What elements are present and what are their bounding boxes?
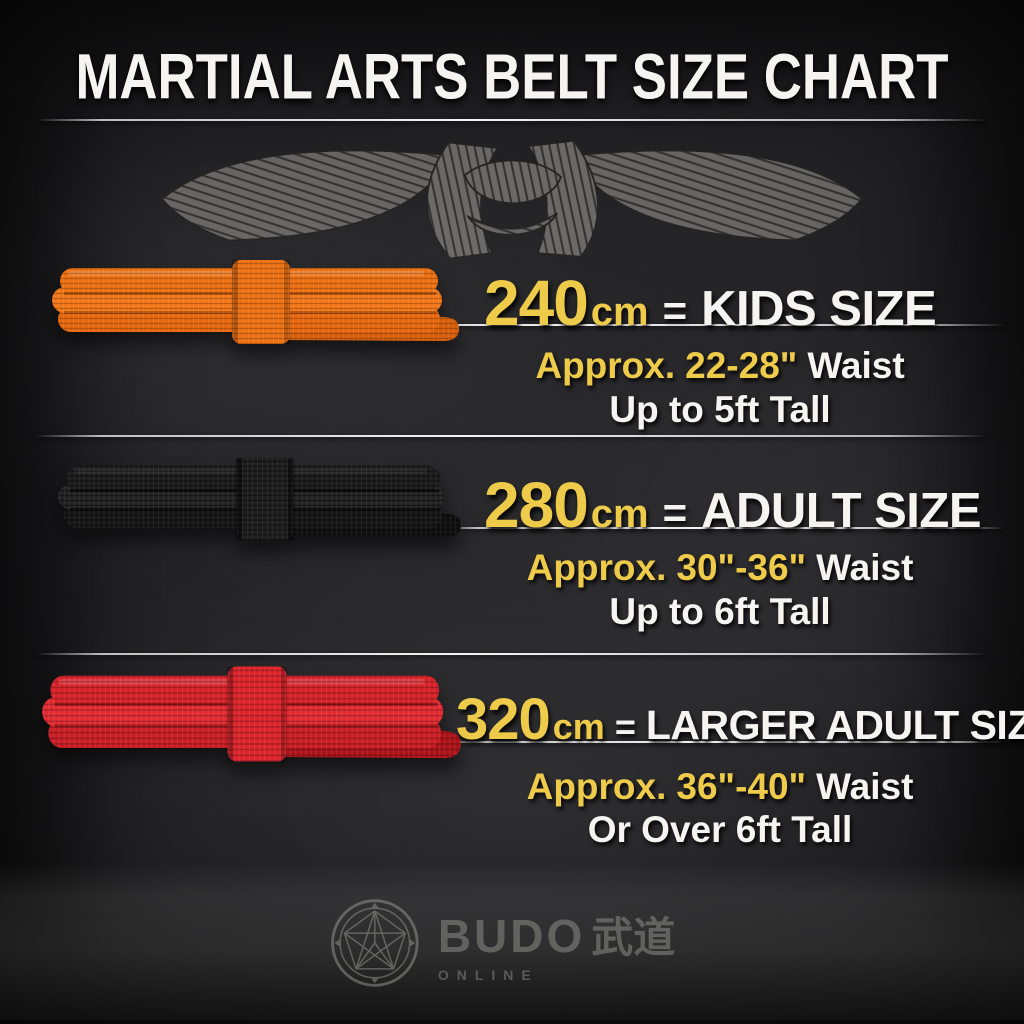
red-belt-image bbox=[42, 666, 461, 762]
approx-label: Approx. bbox=[526, 766, 667, 807]
approx-label: Approx. bbox=[535, 345, 676, 386]
adult-waist-range: 30"-36" bbox=[676, 547, 807, 588]
adult-height-note: Up to 6ft Tall bbox=[609, 591, 831, 632]
larger-adult-length-unit: cm bbox=[552, 706, 605, 747]
waist-word: Waist bbox=[816, 766, 914, 807]
waist-word: Waist bbox=[816, 547, 914, 588]
adult-length-unit: cm bbox=[590, 492, 649, 536]
kids-length: 240 cm bbox=[484, 266, 649, 340]
adult-length-value: 280 bbox=[484, 469, 589, 541]
section-divider-2 bbox=[36, 653, 986, 655]
adult-waist-note: Approx. 30"-36" Waist bbox=[430, 547, 1010, 589]
adult-length: 280 cm bbox=[484, 468, 649, 542]
kids-size-heading: 240 cm = KIDS SIZE bbox=[484, 266, 937, 340]
kids-waist-range: 22-28" bbox=[685, 345, 798, 386]
larger-adult-waist-range: 36"-40" bbox=[676, 766, 807, 807]
brand-kanji: 武道 bbox=[591, 913, 676, 961]
equals-sign: = bbox=[614, 706, 636, 747]
brand-text-block: BUDO 武道 ONLINE bbox=[438, 904, 675, 983]
section-divider-1 bbox=[36, 435, 986, 437]
kids-size-label: KIDS SIZE bbox=[701, 282, 937, 336]
kids-height-note: Up to 5ft Tall bbox=[609, 389, 831, 430]
larger-adult-size-heading: 320 cm = LARGER ADULT SIZE bbox=[456, 686, 1024, 753]
equals-sign: = bbox=[662, 287, 688, 334]
larger-adult-length: 320 cm bbox=[456, 686, 605, 753]
approx-label: Approx. bbox=[526, 547, 667, 588]
adult-size-label: ADULT SIZE bbox=[701, 484, 982, 538]
kids-length-unit: cm bbox=[590, 290, 649, 334]
page-title: MARTIAL ARTS BELT SIZE CHART bbox=[75, 41, 949, 113]
larger-adult-waist-note: Approx. 36"-40" Waist bbox=[430, 766, 1010, 808]
larger-adult-size-label: LARGER ADULT SIZE bbox=[645, 702, 1024, 748]
brand-subtitle: ONLINE bbox=[437, 966, 539, 983]
kids-waist-note: Approx. 22-28" Waist bbox=[430, 345, 1010, 387]
budo-logo-emblem-icon bbox=[331, 899, 419, 987]
black-belt-image bbox=[57, 457, 462, 541]
waist-word: Waist bbox=[807, 345, 905, 386]
kids-length-value: 240 bbox=[484, 267, 589, 339]
adult-size-heading: 280 cm = ADULT SIZE bbox=[484, 468, 982, 542]
larger-adult-height-note: Or Over 6ft Tall bbox=[587, 809, 853, 850]
belt-knot-watermark-icon bbox=[160, 139, 864, 260]
brand-name: BUDO bbox=[437, 909, 586, 962]
orange-belt-image bbox=[52, 260, 460, 344]
brand-footer: BUDO 武道 ONLINE bbox=[328, 896, 675, 990]
equals-sign: = bbox=[662, 489, 688, 536]
title-divider bbox=[36, 119, 986, 121]
